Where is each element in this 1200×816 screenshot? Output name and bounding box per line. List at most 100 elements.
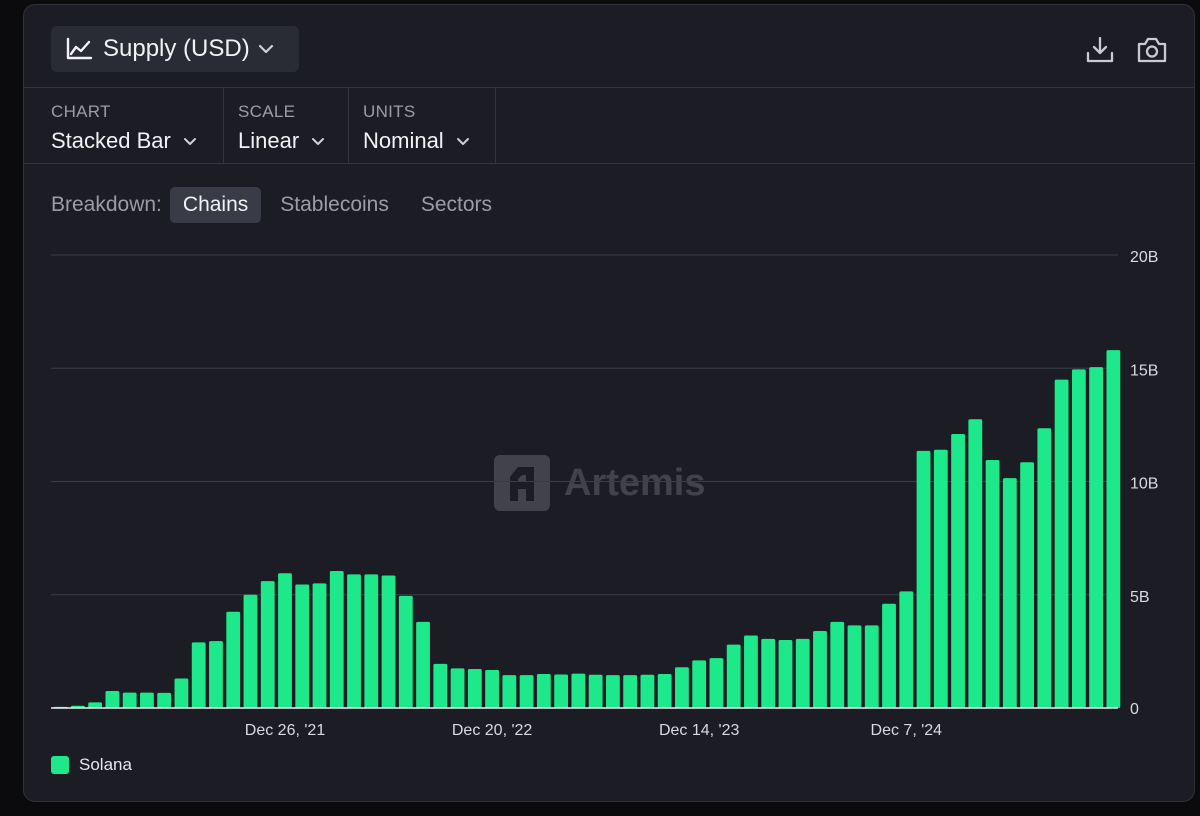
units-value-text: Nominal bbox=[363, 128, 444, 153]
breakdown-label: Breakdown: bbox=[51, 193, 162, 216]
bar-solana[interactable] bbox=[191, 642, 206, 708]
bar-solana[interactable] bbox=[140, 692, 154, 708]
bar-solana[interactable] bbox=[485, 669, 499, 708]
bar-solana[interactable] bbox=[1089, 367, 1104, 708]
artemis-logo-icon bbox=[494, 455, 550, 511]
bar-solana[interactable] bbox=[985, 459, 1000, 708]
breakdown-tab-chains[interactable]: Chains bbox=[169, 187, 262, 223]
bar-solana[interactable] bbox=[1106, 350, 1121, 708]
bar-solana[interactable] bbox=[122, 692, 137, 708]
bar-solana[interactable] bbox=[243, 594, 258, 708]
scale-caption: SCALE bbox=[238, 102, 296, 121]
bar-solana[interactable] bbox=[813, 630, 827, 708]
bar-solana[interactable] bbox=[1002, 478, 1017, 708]
bar-solana[interactable] bbox=[536, 674, 551, 708]
bar-solana[interactable] bbox=[795, 638, 810, 708]
bar-solana[interactable] bbox=[1054, 379, 1069, 708]
bar-solana[interactable] bbox=[882, 603, 896, 708]
bar-solana[interactable] bbox=[329, 570, 344, 708]
y-tick-label: 20B bbox=[1130, 249, 1158, 266]
bar-solana[interactable] bbox=[260, 581, 275, 708]
legend-label-solana: Solana bbox=[79, 755, 132, 774]
bar-solana[interactable] bbox=[174, 678, 189, 708]
y-tick-label: 15B bbox=[1130, 362, 1158, 379]
bar-solana[interactable] bbox=[554, 674, 569, 708]
bar-solana[interactable] bbox=[519, 675, 534, 708]
chart-card: Supply (USD) CHART Stacked Bar SCALE Lin… bbox=[23, 4, 1195, 802]
bar-solana[interactable] bbox=[433, 663, 448, 708]
bar-solana[interactable] bbox=[295, 584, 310, 708]
bar-solana[interactable] bbox=[588, 674, 603, 708]
x-axis-ticks: Dec 26, '21 Dec 20, '22 Dec 14, '23 Dec 7, … bbox=[245, 722, 942, 739]
bar-solana[interactable] bbox=[830, 621, 845, 708]
bar-solana[interactable] bbox=[312, 583, 327, 708]
bar-solana[interactable] bbox=[933, 449, 948, 708]
metric-label: Supply (USD) bbox=[103, 35, 250, 62]
chart-type-value: Stacked Bar bbox=[51, 128, 197, 154]
bar-solana[interactable] bbox=[657, 674, 672, 708]
bar-solana[interactable] bbox=[1071, 369, 1086, 708]
legend-swatch-solana bbox=[51, 756, 69, 774]
header-divider bbox=[24, 87, 1194, 88]
bar-solana[interactable] bbox=[675, 667, 689, 708]
breakdown-tab-stablecoins[interactable]: Stablecoins bbox=[280, 193, 389, 216]
bar-solana[interactable] bbox=[847, 625, 862, 708]
bar-solana[interactable] bbox=[951, 433, 965, 708]
breakdown-selector: Breakdown: Chains Stablecoins Sectors bbox=[51, 187, 511, 223]
bar-solana[interactable] bbox=[88, 702, 103, 708]
bar-solana[interactable] bbox=[209, 641, 223, 708]
chart-legend[interactable]: Solana bbox=[51, 755, 132, 775]
bar-solana[interactable] bbox=[761, 638, 776, 708]
bar-solana[interactable] bbox=[105, 691, 120, 708]
chart-type-caption: CHART bbox=[51, 102, 111, 121]
artemis-watermark: Artemis bbox=[494, 455, 706, 511]
x-tick-label: Dec 26, '21 bbox=[245, 722, 326, 739]
bar-solana[interactable] bbox=[416, 621, 430, 708]
bar-solana[interactable] bbox=[467, 669, 482, 708]
bar-solana[interactable] bbox=[571, 673, 586, 708]
bar-solana[interactable] bbox=[864, 625, 879, 708]
bar-solana[interactable] bbox=[278, 573, 292, 708]
chevron-down-icon bbox=[258, 44, 273, 54]
scale-control[interactable]: SCALE Linear bbox=[224, 87, 349, 163]
bar-solana[interactable] bbox=[916, 450, 931, 708]
x-tick-label: Dec 14, '23 bbox=[659, 722, 740, 739]
bar-solana[interactable] bbox=[692, 660, 707, 708]
bar-solana[interactable] bbox=[726, 644, 741, 708]
download-icon[interactable] bbox=[1085, 35, 1115, 65]
bar-solana[interactable] bbox=[157, 692, 172, 708]
x-tick-label: Dec 20, '22 bbox=[452, 722, 533, 739]
bar-solana[interactable] bbox=[398, 595, 413, 708]
x-tick-label: Dec 7, '24 bbox=[871, 722, 943, 739]
bar-solana[interactable] bbox=[623, 675, 638, 708]
bar-solana[interactable] bbox=[1037, 428, 1052, 708]
chevron-down-icon bbox=[183, 137, 196, 145]
metric-selector[interactable]: Supply (USD) bbox=[51, 26, 299, 72]
bar-chart: 0 5B 10B 15B 20B Dec 26, '21 Dec 20, '22 Dec 1… bbox=[51, 249, 1158, 739]
chart-type-value-text: Stacked Bar bbox=[51, 128, 171, 153]
bar-solana[interactable] bbox=[640, 674, 655, 708]
bar-solana[interactable] bbox=[381, 575, 396, 709]
units-control[interactable]: UNITS Nominal bbox=[349, 87, 496, 163]
bar-solana[interactable] bbox=[347, 574, 361, 708]
camera-icon[interactable] bbox=[1136, 35, 1168, 65]
y-axis-ticks: 0 5B 10B 15B 20B bbox=[1130, 249, 1158, 718]
bar-solana[interactable] bbox=[1020, 462, 1034, 708]
chart-type-control[interactable]: CHART Stacked Bar bbox=[24, 87, 224, 163]
bar-solana[interactable] bbox=[968, 419, 983, 708]
bar-solana[interactable] bbox=[709, 658, 724, 708]
bar-solana[interactable] bbox=[226, 611, 241, 708]
grid-lines bbox=[51, 254, 1118, 596]
y-tick-label: 0 bbox=[1130, 701, 1139, 718]
breakdown-tab-sectors[interactable]: Sectors bbox=[420, 193, 493, 216]
bar-solana[interactable] bbox=[899, 591, 914, 708]
bar-solana[interactable] bbox=[364, 574, 379, 708]
units-caption: UNITS bbox=[363, 102, 416, 121]
y-tick-label: 10B bbox=[1130, 476, 1158, 493]
units-value: Nominal bbox=[363, 128, 470, 154]
bar-solana[interactable] bbox=[450, 668, 465, 708]
bar-solana[interactable] bbox=[502, 675, 517, 708]
bar-solana[interactable] bbox=[778, 640, 793, 708]
bar-solana[interactable] bbox=[605, 675, 620, 708]
bar-solana[interactable] bbox=[744, 635, 758, 708]
